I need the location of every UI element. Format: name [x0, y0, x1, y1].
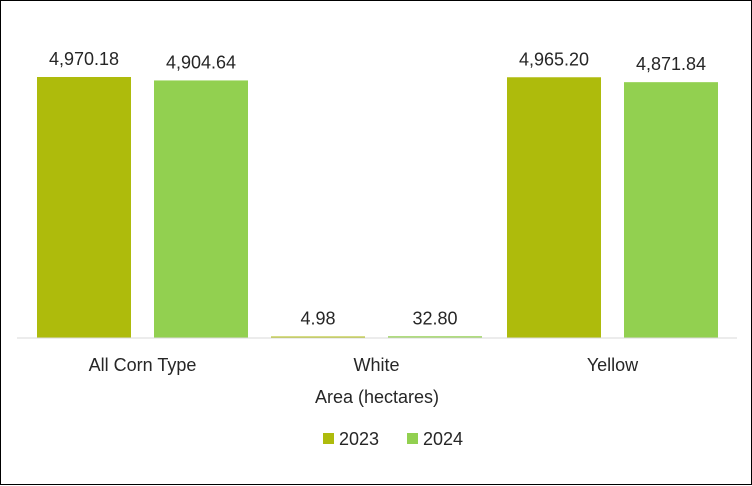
x-tick-label: White	[353, 355, 399, 375]
bar-all-corn-type-2023	[37, 77, 131, 338]
data-label: 4,970.18	[49, 49, 119, 69]
data-label: 32.80	[412, 308, 457, 328]
legend-label-2024: 2024	[423, 429, 463, 449]
data-label: 4,965.20	[519, 49, 589, 69]
data-labels-layer: 4,970.18 4,904.64 4.98 32.80 4,965.20 4,871.8…	[49, 49, 706, 329]
legend-label-2023: 2023	[339, 429, 379, 449]
x-tick-label: Yellow	[587, 355, 639, 375]
bar-all-corn-type-2024	[154, 80, 248, 338]
x-axis-title: Area (hectares)	[315, 387, 439, 407]
data-label: 4,871.84	[636, 54, 706, 74]
bar-white-2023	[271, 336, 365, 338]
bar-white-2024	[388, 336, 482, 338]
bar-yellow-2023	[507, 77, 601, 339]
legend: 2023 2024	[323, 429, 463, 449]
data-label: 4,904.64	[166, 52, 236, 72]
legend-swatch-2024	[407, 433, 418, 444]
legend-swatch-2023	[323, 433, 334, 444]
bars-layer	[37, 77, 718, 339]
x-tick-label: All Corn Type	[89, 355, 197, 375]
x-tick-labels-layer: All Corn Type White Yellow	[89, 355, 640, 375]
bar-yellow-2024	[624, 82, 718, 338]
data-label: 4.98	[300, 309, 335, 329]
